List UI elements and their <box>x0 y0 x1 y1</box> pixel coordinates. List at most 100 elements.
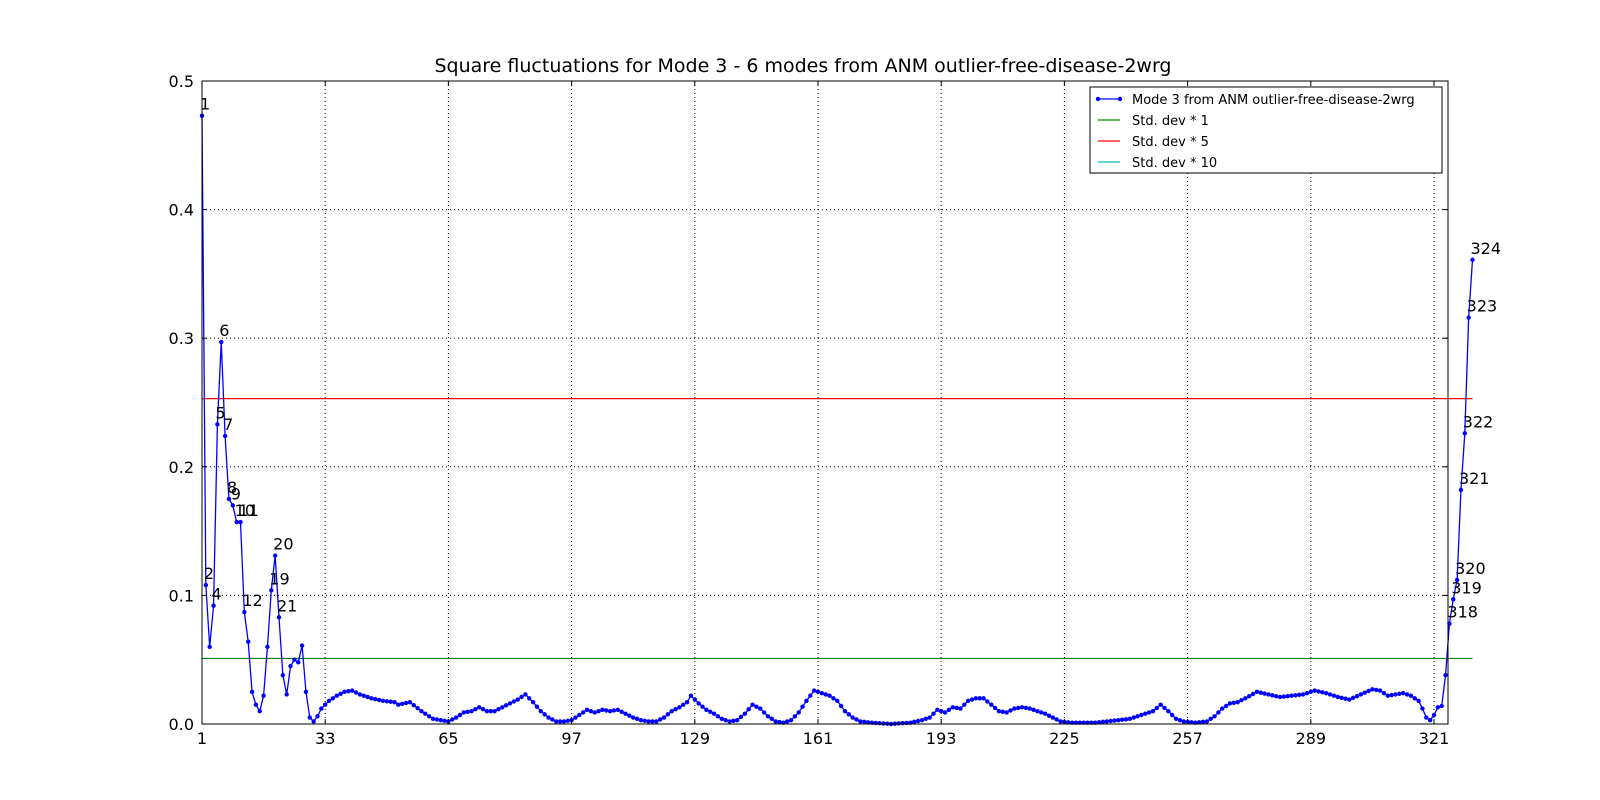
data-point <box>985 699 990 704</box>
data-point <box>1200 719 1206 725</box>
data-point <box>1354 693 1360 699</box>
data-point <box>1416 698 1421 704</box>
data-point <box>623 711 628 716</box>
data-point <box>353 690 359 695</box>
data-point <box>1262 691 1267 696</box>
data-point <box>496 707 501 712</box>
data-point <box>592 710 597 715</box>
data-point <box>338 691 343 696</box>
data-point <box>1154 705 1160 711</box>
data-point <box>962 702 967 707</box>
data-point <box>238 519 243 525</box>
data-point <box>1162 705 1167 711</box>
legend: Mode 3 from ANM outlier-free-disease-2wr… <box>1089 86 1443 174</box>
data-point <box>400 701 405 707</box>
data-point <box>657 717 663 722</box>
data-point <box>977 696 982 701</box>
data-point <box>1381 690 1387 696</box>
point-label: 8 <box>227 478 237 497</box>
data-point <box>877 721 882 726</box>
chart-title: Square fluctuations for Mode 3 - 6 modes… <box>434 55 1171 77</box>
std-dev-lines <box>202 398 1473 660</box>
data-point <box>477 705 482 710</box>
data-point <box>1408 693 1414 698</box>
data-point <box>919 717 925 723</box>
y-tick-label: 0.3 <box>169 329 194 348</box>
data-point <box>808 693 813 698</box>
data-point <box>854 717 859 722</box>
data-point <box>1004 710 1009 715</box>
data-point <box>1150 708 1156 714</box>
data-point <box>1451 597 1456 602</box>
data-point <box>915 718 921 724</box>
data-point <box>203 582 209 588</box>
x-tick-label: 161 <box>803 729 834 748</box>
data-point <box>992 705 998 711</box>
data-point <box>280 672 286 678</box>
point-label: 12 <box>242 591 262 610</box>
data-point <box>346 689 351 694</box>
legend-label: Mode 3 from ANM outlier-free-disease-2wr… <box>1132 93 1415 108</box>
data-point <box>207 644 212 650</box>
data-point <box>419 708 424 714</box>
data-point <box>646 719 651 724</box>
data-point <box>1035 708 1040 714</box>
data-point <box>527 696 532 701</box>
data-point <box>1347 697 1352 702</box>
data-point <box>380 698 386 704</box>
data-point <box>1385 693 1391 698</box>
data-point <box>654 719 659 724</box>
data-point <box>365 694 370 700</box>
data-point <box>407 699 413 705</box>
data-point <box>384 699 389 704</box>
data-point <box>715 714 721 719</box>
mode-3-line <box>201 115 1474 725</box>
data-point <box>249 689 255 695</box>
data-point <box>242 609 247 615</box>
data-point <box>850 715 855 720</box>
data-point <box>1227 701 1233 706</box>
data-point <box>981 696 986 701</box>
data-point <box>538 708 543 714</box>
x-tick-label: 33 <box>315 729 335 748</box>
data-point <box>1058 719 1063 724</box>
data-point <box>580 710 586 715</box>
data-point <box>1104 719 1109 724</box>
data-point <box>296 660 301 665</box>
data-point <box>796 710 801 715</box>
point-label: 10 <box>235 501 255 520</box>
data-point <box>1108 718 1113 724</box>
data-point <box>1223 703 1229 709</box>
data-point <box>1339 695 1344 701</box>
data-point <box>1039 710 1044 715</box>
data-point <box>584 707 590 713</box>
data-point <box>711 711 717 716</box>
data-point <box>284 692 289 697</box>
data-point <box>265 644 270 650</box>
data-point <box>1008 708 1013 713</box>
point-label: 323 <box>1467 297 1498 316</box>
data-point <box>1401 690 1406 696</box>
data-point <box>1335 694 1340 700</box>
data-point <box>369 696 374 701</box>
data-point <box>388 699 393 704</box>
data-point <box>326 698 332 704</box>
data-point <box>319 706 324 711</box>
data-point <box>222 433 228 439</box>
point-label: 11 <box>239 501 259 520</box>
data-point <box>411 702 416 708</box>
data-point <box>904 720 909 726</box>
data-point <box>315 714 320 719</box>
data-point <box>935 707 940 713</box>
data-point <box>1435 705 1441 710</box>
data-point <box>484 708 490 714</box>
data-point <box>1258 690 1263 695</box>
data-point <box>1143 711 1148 716</box>
data-point <box>473 707 478 712</box>
data-point <box>742 711 748 716</box>
data-point <box>619 709 624 714</box>
data-point <box>1404 692 1410 697</box>
point-label: 321 <box>1459 469 1490 488</box>
data-point <box>1470 257 1475 262</box>
data-point <box>1204 719 1210 724</box>
